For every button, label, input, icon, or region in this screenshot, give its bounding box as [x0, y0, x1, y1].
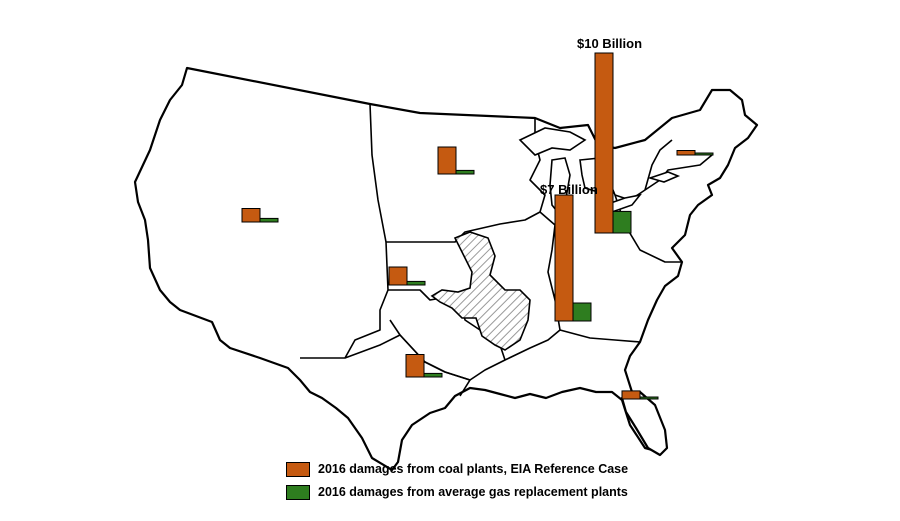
label-7-billion: $7 Billion: [540, 182, 598, 197]
bar-coal-west: [241, 208, 261, 223]
bar-gas-north-central: [455, 169, 475, 175]
bar-gas-spp-north: [406, 280, 426, 286]
bar-gas-frcc: [639, 396, 659, 400]
region-border-ny: [644, 139, 673, 191]
bar-coal-spp-north: [388, 266, 408, 286]
lake-ontario: [647, 171, 681, 183]
bar-coal-npcc: [676, 150, 696, 156]
legend-swatch-coal: [286, 461, 310, 477]
us-outline: [133, 66, 759, 472]
bar-coal-serc: [554, 194, 574, 322]
legend-item-coal: 2016 damages from coal plants, EIA Refer…: [286, 459, 628, 479]
region-border-ercot: [344, 334, 471, 397]
legend-label-coal: 2016 damages from coal plants, EIA Refer…: [318, 462, 629, 476]
bar-gas-npcc: [694, 152, 714, 156]
bar-gas-reliability-first: [612, 210, 632, 234]
bar-gas-serc: [572, 302, 592, 322]
lake-superior: [518, 127, 587, 156]
bar-coal-reliability-first: [594, 52, 614, 234]
legend-item-gas: 2016 damages from average gas replacemen…: [286, 482, 628, 502]
legend: 2016 damages from coal plants, EIA Refer…: [286, 459, 628, 505]
bar-coal-frcc: [621, 390, 641, 400]
bar-layer: [241, 52, 714, 400]
bar-coal-north-central: [437, 146, 457, 175]
label-10-billion: $10 Billion: [577, 36, 642, 51]
bar-coal-ercot: [405, 354, 425, 378]
legend-swatch-gas: [286, 484, 310, 500]
hatched-region: [430, 231, 531, 351]
legend-label-gas: 2016 damages from average gas replacemen…: [318, 485, 628, 499]
bar-gas-ercot: [423, 372, 443, 378]
region-border-southeast: [559, 329, 641, 343]
region-border-west: [300, 103, 389, 359]
bar-gas-west: [259, 217, 279, 223]
